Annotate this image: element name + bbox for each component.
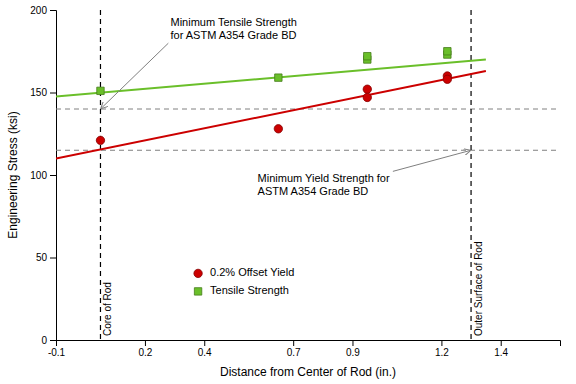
x-axis: -0.1 0.2 0.4 0.7 0.9 1.2 1.4 [48, 340, 561, 358]
annotation-text-line: for ASTM A354 Grade BD [170, 29, 296, 41]
y-tick-label: 150 [30, 87, 47, 98]
y-tick-mark [50, 10, 56, 11]
series-points [97, 48, 451, 95]
point [96, 136, 104, 144]
x-tick: -0.1 [48, 340, 66, 358]
point [444, 48, 451, 55]
annotation-text: Minimum Yield Strength forASTM A354 Grad… [258, 172, 390, 197]
reference-line-label: Outer Surface of Rod [473, 242, 484, 337]
annotation-text-line: Minimum Yield Strength for [258, 172, 390, 184]
x-tick-mark [204, 340, 205, 346]
chart-container: -0.1 0.2 0.4 0.7 0.9 1.2 1.4 0 50 100 150 200 Core o… [0, 0, 576, 384]
x-tick-label: 0.9 [346, 347, 360, 358]
y-tick-label: 100 [30, 170, 47, 181]
reference-line-horizontal [56, 109, 560, 110]
legend: 0.2% Offset Yield Tensile Strength [194, 266, 294, 296]
x-tick-mark [293, 340, 294, 346]
point [363, 85, 371, 93]
x-tick: 0.2 [138, 340, 152, 358]
x-tick-label: 0.4 [198, 347, 212, 358]
x-tick-label: 0.2 [138, 347, 152, 358]
legend-label: 0.2% Offset Yield [210, 266, 294, 278]
x-axis-title: Distance from Center of Rod (in.) [220, 365, 396, 379]
reference-line-vertical [470, 10, 471, 340]
y-axis-line [50, 11, 57, 341]
point [364, 52, 371, 59]
annotation-arrow [101, 43, 168, 108]
annotation-text: Minimum Tensile Strengthfor ASTM A354 Gr… [170, 16, 296, 41]
point [363, 93, 371, 101]
y-tick: 0 [41, 335, 56, 346]
point [97, 87, 104, 94]
point [443, 75, 451, 83]
x-tick: 0.7 [287, 340, 301, 358]
x-tick-mark [145, 340, 146, 346]
y-tick-mark [50, 93, 56, 94]
y-tick: 150 [30, 87, 56, 98]
x-tick-label: 1.4 [494, 347, 508, 358]
y-tick-label: 200 [30, 5, 47, 16]
x-tick-label: -0.1 [48, 347, 66, 358]
fit-line [56, 71, 486, 158]
reference-line-label: Core of Rod [102, 282, 113, 336]
x-tick-mark [501, 340, 502, 346]
x-tick: 1.4 [494, 340, 508, 358]
y-tick-label: 0 [41, 335, 47, 346]
fit-line [56, 60, 486, 97]
x-tick: 1.2 [435, 340, 449, 358]
x-tick-mark [352, 340, 353, 346]
chart-svg: -0.1 0.2 0.4 0.7 0.9 1.2 1.4 0 50 100 150 200 Core o… [0, 0, 576, 384]
annotation-layer: Core of Rod Outer Surface of Rod Minimum T… [101, 16, 484, 336]
x-tick-label: 1.2 [435, 347, 449, 358]
annotation-text-line: ASTM A354 Grade BD [258, 185, 369, 197]
y-tick: 50 [36, 252, 56, 263]
point [274, 125, 282, 133]
x-tick-label: 0.7 [287, 347, 301, 358]
legend-label: Tensile Strength [210, 284, 289, 296]
y-tick-mark [50, 258, 56, 259]
annotation-arrow [393, 151, 470, 172]
annotation-text-line: Minimum Tensile Strength [170, 16, 296, 28]
legend-item: 0.2% Offset Yield [194, 266, 294, 278]
y-tick: 200 [30, 5, 56, 16]
y-tick-label: 50 [36, 252, 48, 263]
legend-symbol [194, 269, 202, 277]
x-tick: 0.9 [346, 340, 360, 358]
y-tick-mark [50, 175, 56, 176]
y-tick-mark [50, 340, 56, 341]
reference-line-vertical [100, 10, 101, 340]
y-tick: 100 [30, 170, 56, 181]
plot-area [56, 10, 560, 340]
series-points [96, 72, 451, 145]
y-axis: 0 50 100 150 200 [30, 5, 56, 346]
plot-root: -0.1 0.2 0.4 0.7 0.9 1.2 1.4 0 50 100 150 200 Core o… [30, 5, 560, 358]
reference-line-horizontal [56, 150, 560, 151]
y-axis-title: Engineering Stress (ksi) [6, 111, 20, 238]
x-axis-line [57, 341, 561, 347]
point [275, 74, 282, 81]
legend-symbol [194, 288, 201, 295]
legend-item: Tensile Strength [194, 284, 289, 296]
x-tick: 0.4 [198, 340, 212, 358]
x-tick-mark [441, 340, 442, 346]
